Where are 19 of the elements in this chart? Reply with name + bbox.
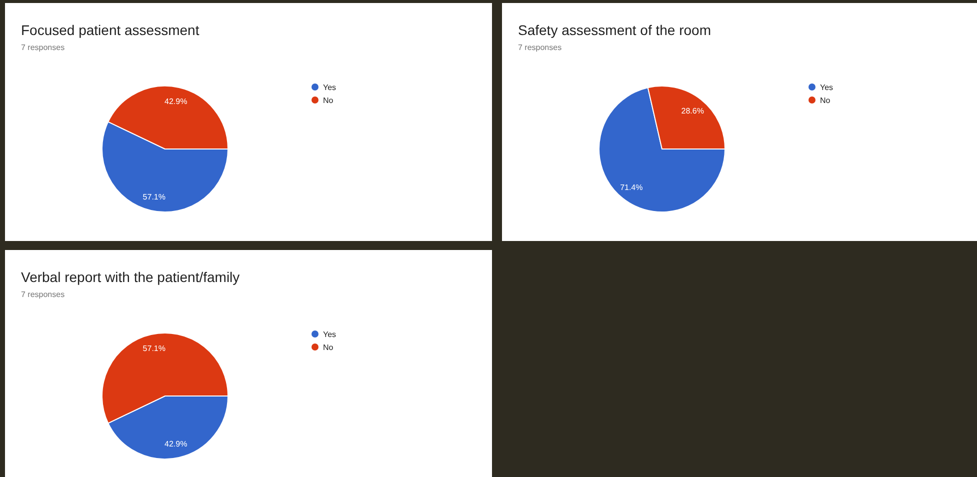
legend-label: Yes [820,82,834,92]
data-label: 42.9% [164,96,188,106]
data-label: 57.1% [142,344,166,353]
chart-subtitle: 7 responses [518,43,562,52]
data-label: 28.6% [681,106,704,116]
chart-title: Safety assessment of the room [518,22,711,38]
legend-label: Yes [323,82,336,92]
data-label: 71.4% [620,183,643,192]
chart-subtitle: 7 responses [21,290,65,299]
data-label: 57.1% [142,192,166,202]
data-label: 42.9% [164,440,188,449]
legend-label: No [820,96,831,105]
legend-label: No [323,342,334,352]
legend-label: No [323,96,334,105]
legend-label: Yes [323,330,336,339]
chart-title: Verbal report with the patient/family [21,269,240,285]
pie-slice [598,87,726,212]
chart-subtitle: 7 responses [21,43,65,52]
chart-title: Focused patient assessment [21,22,200,38]
